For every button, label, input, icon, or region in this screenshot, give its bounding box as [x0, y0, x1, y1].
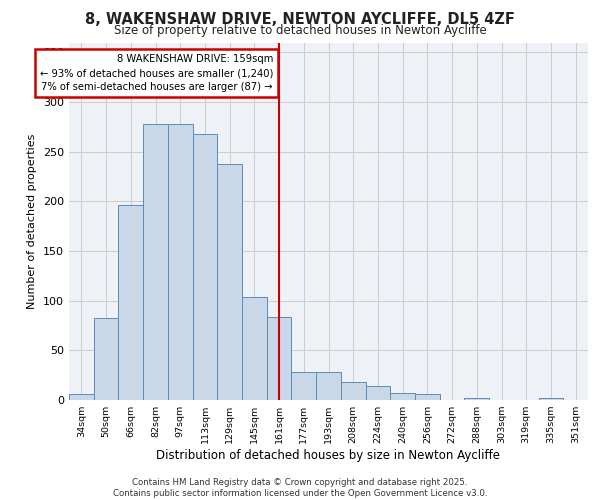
Bar [143, 124, 168, 400]
Text: Size of property relative to detached houses in Newton Aycliffe: Size of property relative to detached ho… [113, 24, 487, 37]
Bar [539, 398, 563, 400]
Bar [341, 382, 365, 400]
Bar [242, 296, 267, 400]
Text: 8 WAKENSHAW DRIVE: 159sqm
← 93% of detached houses are smaller (1,240)
7% of sem: 8 WAKENSHAW DRIVE: 159sqm ← 93% of detac… [40, 54, 273, 92]
Bar [118, 206, 143, 400]
Text: 8, WAKENSHAW DRIVE, NEWTON AYCLIFFE, DL5 4ZF: 8, WAKENSHAW DRIVE, NEWTON AYCLIFFE, DL5… [85, 12, 515, 28]
Bar [292, 372, 316, 400]
Bar [168, 124, 193, 400]
Bar [267, 316, 292, 400]
Text: Contains HM Land Registry data © Crown copyright and database right 2025.
Contai: Contains HM Land Registry data © Crown c… [113, 478, 487, 498]
Bar [193, 134, 217, 400]
Y-axis label: Number of detached properties: Number of detached properties [28, 134, 37, 309]
Bar [316, 372, 341, 400]
Bar [390, 393, 415, 400]
X-axis label: Distribution of detached houses by size in Newton Aycliffe: Distribution of detached houses by size … [157, 449, 500, 462]
Bar [69, 394, 94, 400]
Bar [94, 318, 118, 400]
Bar [464, 398, 489, 400]
Bar [415, 394, 440, 400]
Bar [365, 386, 390, 400]
Bar [217, 164, 242, 400]
